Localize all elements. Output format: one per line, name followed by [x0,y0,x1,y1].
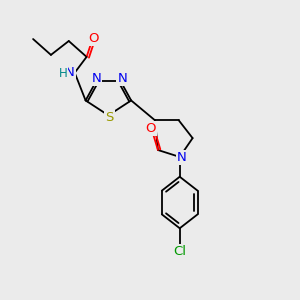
Text: N: N [65,66,75,79]
Text: N: N [92,72,101,85]
Text: S: S [105,111,114,124]
Text: Cl: Cl [173,244,186,258]
Text: N: N [117,72,127,85]
Text: O: O [88,32,99,44]
Text: H: H [58,67,67,80]
Text: N: N [177,152,187,164]
Text: O: O [146,122,156,135]
